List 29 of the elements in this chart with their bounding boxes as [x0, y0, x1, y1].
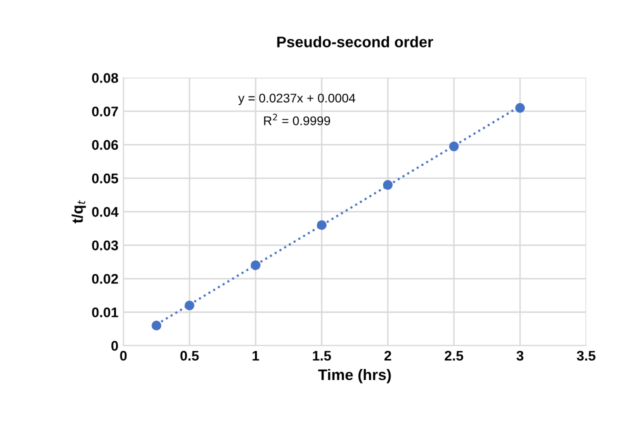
- chart-title: Pseudo-second order: [277, 36, 434, 48]
- point: [449, 142, 459, 152]
- x-tick-label: 0: [120, 350, 127, 361]
- y-tick-label: 0.05: [92, 174, 118, 184]
- point: [152, 320, 162, 330]
- x-axis-title: Time (hrs): [318, 368, 391, 384]
- x-tick-label: 2: [384, 350, 392, 361]
- point: [316, 220, 327, 230]
- y-tick-label: 0: [111, 340, 118, 351]
- annotation: y = 0.0237x + 0.0004: [238, 94, 356, 106]
- y-tick-label: 0.01: [92, 307, 118, 318]
- x-tick-label: 0.5: [180, 350, 199, 361]
- point: [184, 300, 194, 310]
- point: [382, 180, 393, 190]
- y-axis-title: t/q$_{t}$: [72, 200, 86, 224]
- x-tick-label: 1: [252, 350, 260, 361]
- y-tick-label: 0.06: [92, 140, 118, 150]
- y-tick-label: 0.08: [92, 73, 118, 83]
- point: [515, 103, 525, 113]
- x-tick-label: 3.5: [576, 350, 596, 361]
- x-tick-label: 1.5: [312, 350, 331, 361]
- x-tick-label: 2.5: [444, 350, 464, 361]
- y-tick-label: 0.02: [92, 274, 118, 284]
- y-tick-label: 0.03: [92, 240, 118, 250]
- y-tick-label: 0.07: [92, 106, 118, 116]
- x-tick-label: 3: [516, 350, 524, 361]
- annotation: R$^{2}$ = 0.9999: [264, 114, 330, 126]
- y-tick-label: 0.04: [92, 207, 118, 217]
- point: [250, 260, 260, 270]
